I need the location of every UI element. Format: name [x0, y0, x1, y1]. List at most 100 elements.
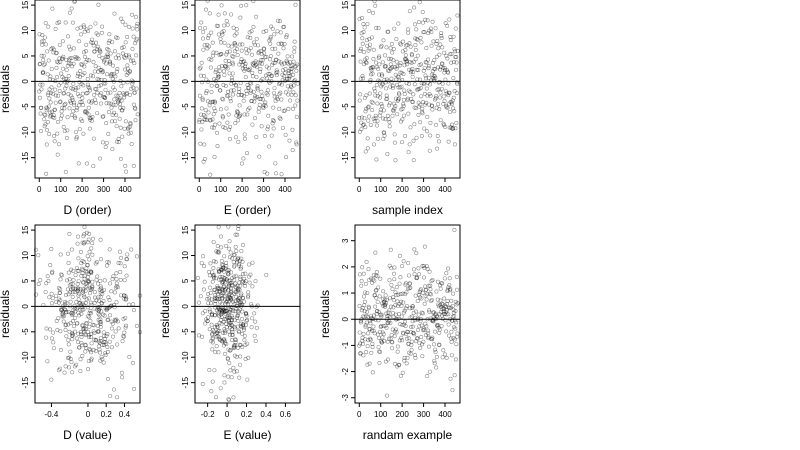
data-point: [371, 317, 376, 322]
data-point: [247, 30, 252, 35]
data-point: [417, 324, 422, 329]
data-point: [44, 335, 49, 340]
data-point: [66, 309, 71, 314]
data-point: [229, 318, 234, 323]
data-point: [33, 247, 38, 252]
data-point: [373, 60, 378, 65]
data-point: [101, 330, 106, 335]
data-point: [69, 6, 74, 11]
data-point: [103, 81, 108, 86]
data-point: [404, 331, 409, 336]
data-point: [260, 97, 265, 102]
x-tick-label: 0.6: [280, 410, 292, 419]
data-point: [227, 49, 232, 54]
data-point: [289, 69, 294, 74]
data-point: [65, 63, 70, 68]
data-point: [241, 98, 246, 103]
data-point: [217, 307, 222, 312]
data-point: [108, 61, 113, 66]
data-point: [371, 47, 376, 52]
data-point: [43, 113, 48, 118]
data-point: [219, 296, 224, 301]
data-point: [364, 259, 369, 264]
data-point: [416, 20, 421, 25]
data-point: [229, 323, 234, 328]
data-point: [58, 298, 63, 303]
data-point: [104, 140, 109, 145]
data-point: [39, 87, 44, 92]
data-point: [430, 60, 435, 65]
data-point: [232, 81, 237, 86]
data-point: [419, 94, 424, 99]
data-point: [43, 289, 48, 294]
data-point: [97, 53, 102, 58]
data-point: [226, 310, 231, 315]
data-point: [122, 95, 127, 100]
data-point: [231, 88, 236, 93]
data-point: [80, 119, 85, 124]
data-point: [255, 87, 260, 92]
data-point: [396, 74, 401, 79]
data-point: [204, 77, 209, 82]
data-point: [452, 47, 457, 52]
data-point: [280, 62, 285, 67]
data-point: [215, 330, 220, 335]
data-point: [401, 97, 406, 102]
data-point: [134, 24, 139, 29]
data-point: [367, 9, 372, 14]
data-point: [105, 72, 110, 77]
data-point: [216, 306, 221, 311]
data-point: [430, 337, 435, 342]
y-tick-label: 0: [21, 79, 30, 84]
data-point: [96, 65, 101, 70]
data-point: [396, 362, 401, 367]
data-point: [281, 108, 286, 113]
data-point: [75, 91, 80, 96]
data-point: [374, 287, 379, 292]
data-point: [428, 292, 433, 297]
data-point: [212, 155, 217, 160]
data-point: [90, 284, 95, 289]
data-point: [275, 70, 280, 75]
data-point: [381, 303, 386, 308]
data-point: [132, 102, 137, 107]
y-tick-label: 15: [181, 0, 190, 9]
data-point: [65, 79, 70, 84]
data-point: [217, 320, 222, 325]
data-point: [49, 301, 54, 306]
data-point: [433, 312, 438, 317]
data-point: [224, 277, 229, 282]
data-point: [212, 77, 217, 82]
data-point: [109, 119, 114, 124]
data-point: [226, 284, 231, 289]
data-point: [234, 258, 239, 263]
data-point: [452, 314, 457, 319]
data-point: [389, 266, 394, 271]
data-point: [107, 247, 112, 252]
data-point: [385, 152, 390, 157]
y-tick-label: 3: [341, 238, 350, 243]
data-point: [419, 134, 424, 139]
data-point: [415, 53, 420, 58]
data-point: [413, 315, 418, 320]
data-point: [384, 97, 389, 102]
data-point: [66, 338, 71, 343]
data-point: [267, 80, 272, 85]
data-point: [246, 67, 251, 72]
data-point: [209, 83, 214, 88]
data-point: [214, 249, 219, 254]
data-point: [220, 279, 225, 284]
data-point: [398, 322, 403, 327]
data-point: [392, 334, 397, 339]
data-point: [107, 101, 112, 106]
data-point: [234, 307, 239, 312]
data-point: [399, 140, 404, 145]
data-point: [238, 81, 243, 86]
data-point: [396, 91, 401, 96]
data-point: [261, 46, 266, 51]
data-point: [50, 296, 55, 301]
data-point: [386, 117, 391, 122]
data-point: [70, 331, 75, 336]
data-point: [235, 324, 240, 329]
data-point: [197, 66, 202, 71]
